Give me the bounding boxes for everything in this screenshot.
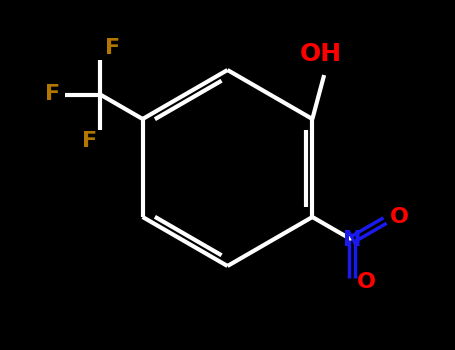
Text: N: N xyxy=(343,230,361,250)
Text: F: F xyxy=(106,38,121,58)
Text: OH: OH xyxy=(299,42,342,66)
Text: O: O xyxy=(390,207,410,227)
Text: F: F xyxy=(81,131,97,151)
Text: O: O xyxy=(357,272,376,292)
Text: F: F xyxy=(45,84,60,105)
